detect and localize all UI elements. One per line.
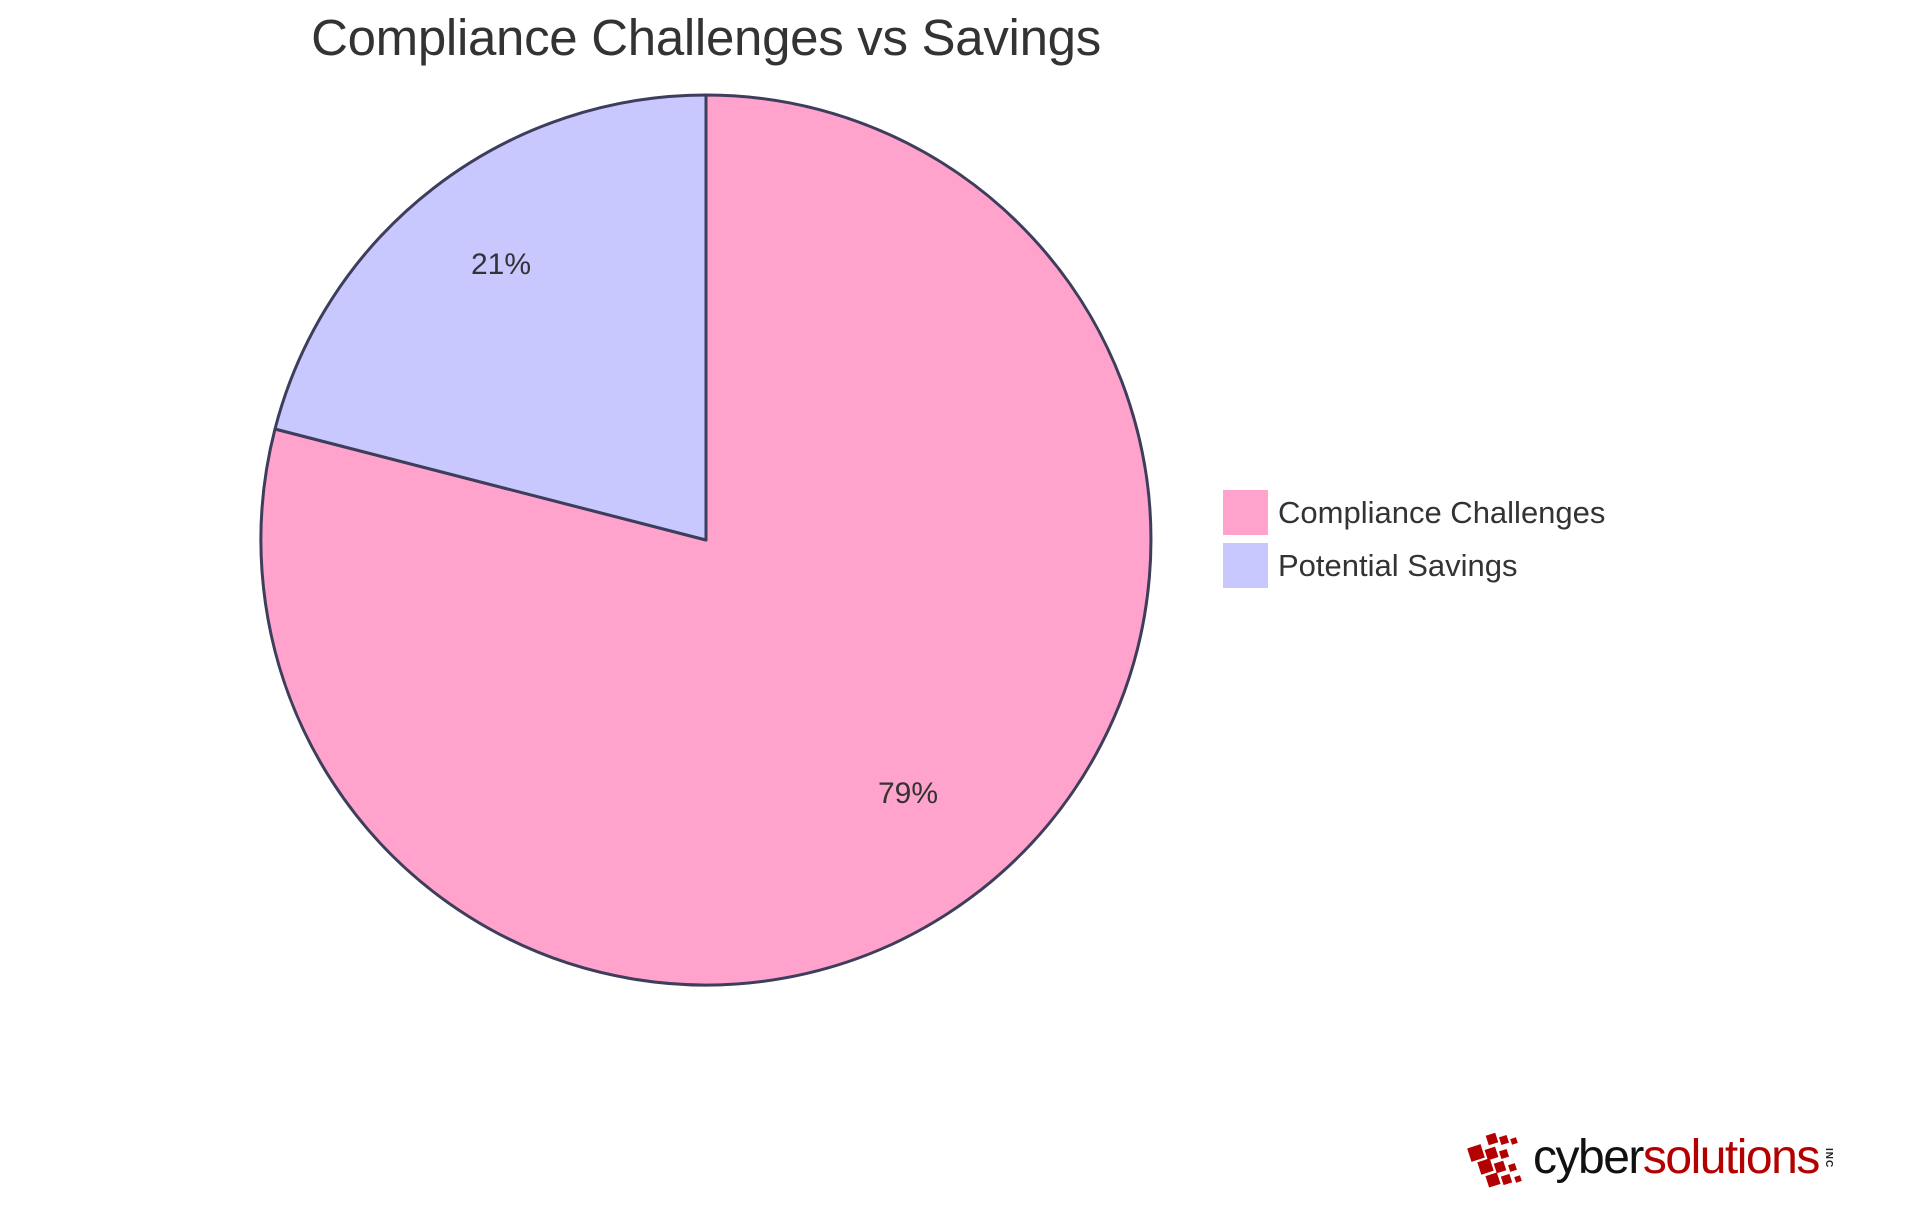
- legend-item-compliance-challenges: Compliance Challenges: [1223, 486, 1605, 539]
- logo-inc: INC: [1822, 1147, 1834, 1169]
- chart-title: Compliance Challenges vs Savings: [311, 9, 1101, 66]
- legend-label: Compliance Challenges: [1278, 494, 1606, 530]
- legend-item-potential-savings: Potential Savings: [1223, 539, 1605, 592]
- slice-label-potential-savings: 21%: [470, 248, 532, 281]
- slice-compliance-challenges: [259, 93, 1153, 987]
- legend-swatch-pink: [1223, 490, 1268, 535]
- logo-squares-icon: [1465, 1128, 1525, 1188]
- slice-label-compliance-challenges: 79%: [877, 777, 939, 810]
- logo-text-cyber: cyber: [1533, 1131, 1644, 1184]
- legend-label: Potential Savings: [1278, 547, 1518, 583]
- slice-potential-savings: [273, 93, 708, 542]
- company-logo: cyber solutions INC: [1465, 1128, 1834, 1188]
- legend-swatch-lavender: [1223, 543, 1268, 588]
- logo-text-solutions: solutions: [1642, 1131, 1820, 1184]
- chart-legend: Compliance Challenges Potential Savings: [1223, 486, 1605, 592]
